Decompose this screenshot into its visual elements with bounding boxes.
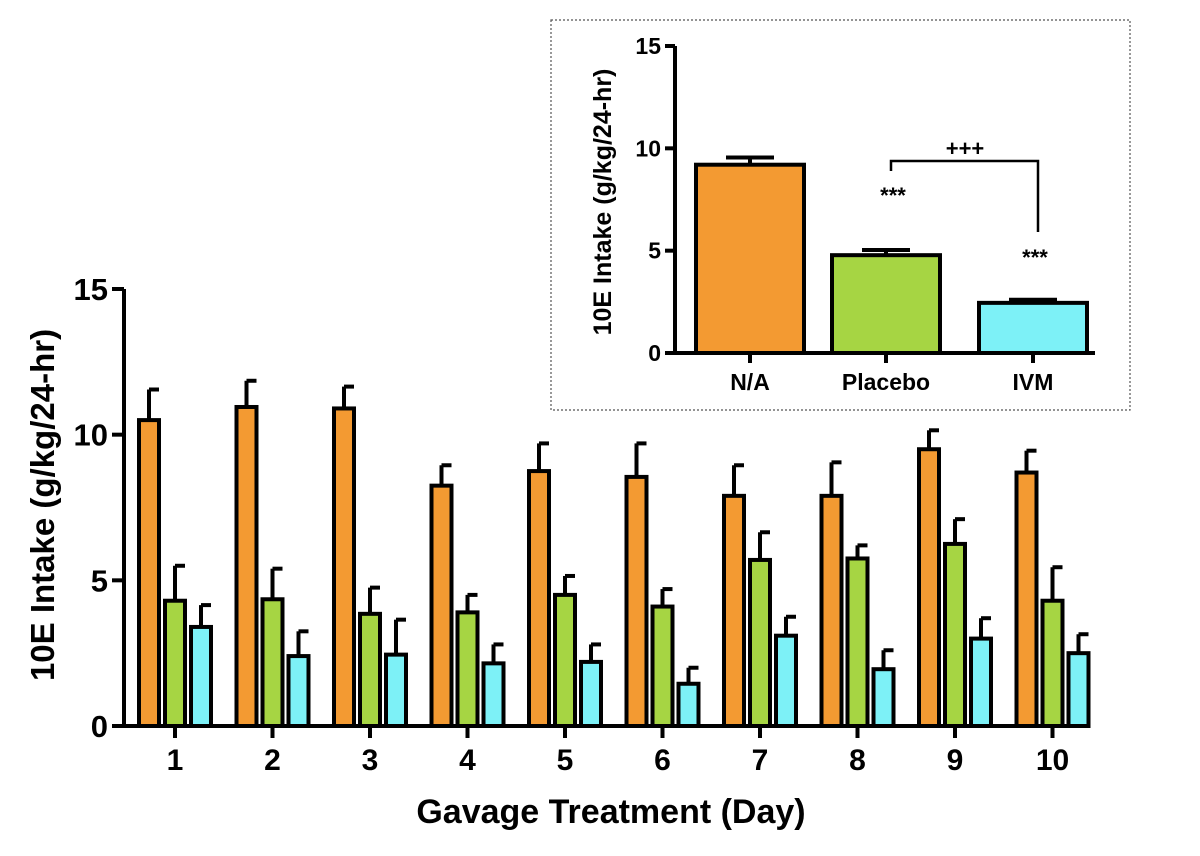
- bar-day-6-na: [624, 474, 649, 728]
- bar-day-2-placebo: [260, 597, 285, 729]
- main-x-tick-label-9: 9: [947, 744, 964, 777]
- main-x-tick-label-1: 1: [167, 744, 184, 777]
- main-x-axis-label: Gavage Treatment (Day): [416, 793, 805, 831]
- inset-y-tick-label-0: 0: [648, 340, 661, 366]
- bar-day-7-placebo: [748, 557, 772, 728]
- bar-day-5-na: [527, 469, 551, 729]
- bar-day-9-placebo: [943, 541, 967, 729]
- bar-day-2-na: [234, 404, 259, 728]
- inset-y-axis-label: 10E Intake (g/kg/24-hr): [589, 69, 617, 336]
- bar-day-7-ivm: [774, 633, 798, 728]
- inset-x-tick-label-ivm: IVM: [1013, 369, 1054, 395]
- inset-chart: 0 5 10 15 N/A Placebo IVM 10E Intake (g/kg/24…: [550, 19, 1131, 411]
- main-chart: 0 5 10 15 1 2 3 4 5 6 7 8 9 10 10E Intake (g/kg/24-h…: [24, 272, 1091, 831]
- inset-y-tick-label-15: 15: [635, 33, 661, 59]
- bar-day-1-na: [137, 418, 161, 728]
- bar-day-6-ivm: [676, 681, 701, 728]
- inset-y-tick-label-5: 5: [648, 238, 661, 264]
- main-x-tick-label-10: 10: [1036, 744, 1069, 777]
- main-y-axis-label: 10E Intake (g/kg/24-hr): [24, 329, 61, 681]
- bar-day-8-ivm: [871, 667, 896, 729]
- bar-day-1-placebo: [163, 598, 187, 729]
- inset-bars: [694, 155, 1089, 355]
- bar-day-10-ivm: [1066, 651, 1091, 729]
- bar-day-9-na: [917, 447, 941, 728]
- inset-y-axis: 0 5 10 15: [635, 33, 677, 366]
- main-y-axis: 0 5 10 15: [74, 272, 126, 744]
- bar-day-4-ivm: [481, 661, 506, 729]
- inset-bar-ivm: [977, 300, 1089, 355]
- bar-day-10-na: [1014, 470, 1039, 729]
- ivm-significance-label: ***: [1022, 245, 1048, 270]
- inset-bar-na: [694, 162, 806, 355]
- bar-day-8-na: [819, 493, 844, 729]
- inset-y-tick-label-10: 10: [635, 135, 661, 161]
- main-x-tick-label-5: 5: [557, 744, 574, 777]
- main-x-tick-label-2: 2: [264, 744, 281, 777]
- bar-day-9-ivm: [969, 636, 993, 728]
- bar-day-3-ivm: [384, 652, 408, 729]
- main-x-tick-label-8: 8: [849, 744, 866, 777]
- main-x-tick-label-4: 4: [459, 744, 476, 777]
- main-y-tick-label-5: 5: [91, 563, 108, 598]
- main-x-tick-label-3: 3: [362, 744, 379, 777]
- bar-day-3-na: [332, 406, 356, 728]
- main-y-tick-label-0: 0: [91, 709, 108, 744]
- bar-day-10-placebo: [1040, 598, 1065, 729]
- bar-day-4-na: [429, 483, 454, 728]
- main-x-tick-label-7: 7: [752, 744, 769, 777]
- bar-day-3-placebo: [358, 611, 382, 728]
- bar-day-1-ivm: [189, 624, 213, 728]
- bar-day-8-placebo: [845, 556, 870, 728]
- bar-day-5-placebo: [553, 592, 577, 729]
- inset-x-tick-label-placebo: Placebo: [842, 369, 930, 395]
- main-x-axis: 1 2 3 4 5 6 7 8 9 10: [122, 724, 1090, 777]
- inset-x-axis: N/A Placebo IVM: [673, 351, 1095, 395]
- bar-day-5-ivm: [579, 659, 603, 729]
- main-x-tick-label-6: 6: [654, 744, 671, 777]
- placebo-significance-label: ***: [880, 183, 906, 208]
- inset-bar-placebo: [830, 253, 942, 355]
- main-y-tick-label-10: 10: [74, 418, 108, 453]
- main-bars: [137, 378, 1091, 729]
- bracket-significance-label: +++: [946, 136, 985, 161]
- bar-day-7-na: [722, 493, 746, 729]
- inset-x-tick-label-na: N/A: [730, 369, 770, 395]
- bar-day-2-ivm: [286, 654, 311, 729]
- bar-day-6-placebo: [650, 604, 675, 729]
- bar-day-4-placebo: [455, 610, 480, 729]
- significance-bracket: [889, 159, 1040, 232]
- main-y-tick-label-15: 15: [74, 272, 108, 307]
